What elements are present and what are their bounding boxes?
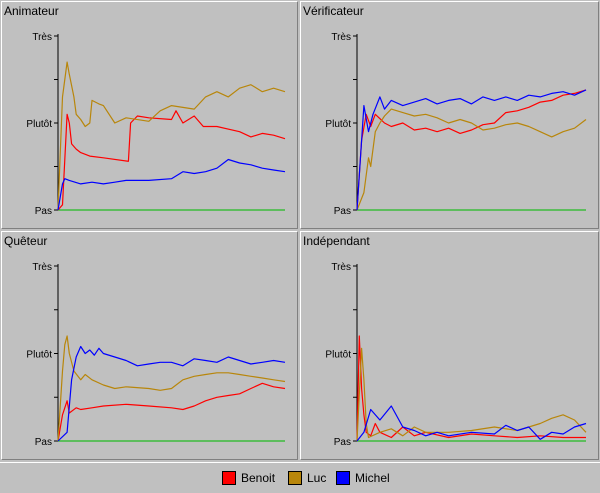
series-line-luc [356, 347, 587, 442]
chart-panel-queteur [1, 231, 298, 460]
legend: Benoit Luc Michel [0, 462, 600, 493]
chart-panel-animateur [1, 1, 298, 229]
legend-swatch-luc [288, 471, 302, 485]
legend-label-benoit: Benoit [241, 471, 276, 485]
series-line-luc [57, 335, 286, 442]
series-line-benoit [356, 335, 586, 442]
series-line-benoit [57, 110, 286, 211]
y-tick-label: Plutôt [26, 119, 52, 130]
y-tick-label: Pas [35, 206, 52, 217]
y-tick-label: Plutôt [26, 350, 52, 361]
chart-title: Quêteur [4, 234, 47, 248]
legend-swatch-michel [336, 471, 350, 485]
series-line-michel [356, 89, 587, 211]
chart-title: Indépendant [303, 234, 370, 248]
y-tick-label: Très [32, 32, 52, 43]
y-tick-label: Pas [334, 437, 351, 448]
series-line-michel [57, 345, 286, 442]
y-tick-label: Plutôt [325, 119, 351, 130]
y-tick-label: Pas [35, 437, 52, 448]
series-line-michel [356, 405, 587, 442]
chart-title: Animateur [4, 4, 59, 18]
chart-panel-verificateur [300, 1, 599, 229]
series-line-michel [57, 158, 286, 211]
chart-panel-independant [300, 231, 599, 460]
series-line-benoit [57, 382, 286, 442]
y-tick-label: Très [331, 262, 351, 273]
y-tick-label: Plutôt [325, 350, 351, 361]
chart-animateur: Animateur Pas Plutôt Très [4, 4, 286, 217]
y-tick-label: Très [32, 262, 52, 273]
chart-independant: Indépendant Pas Plutôt Très [303, 234, 587, 448]
chart-queteur: Quêteur Pas Plutôt Très [4, 234, 286, 448]
series-line-benoit [356, 89, 587, 211]
legend-swatch-benoit [222, 471, 236, 485]
series-line-luc [356, 108, 587, 211]
y-tick-label: Très [331, 32, 351, 43]
series-line-luc [57, 61, 286, 211]
chart-verificateur: Vérificateur Pas Plutôt Très [303, 4, 587, 217]
legend-label-michel: Michel [355, 471, 390, 485]
legend-label-luc: Luc [307, 471, 327, 485]
y-tick-label: Pas [334, 206, 351, 217]
chart-title: Vérificateur [303, 4, 364, 18]
